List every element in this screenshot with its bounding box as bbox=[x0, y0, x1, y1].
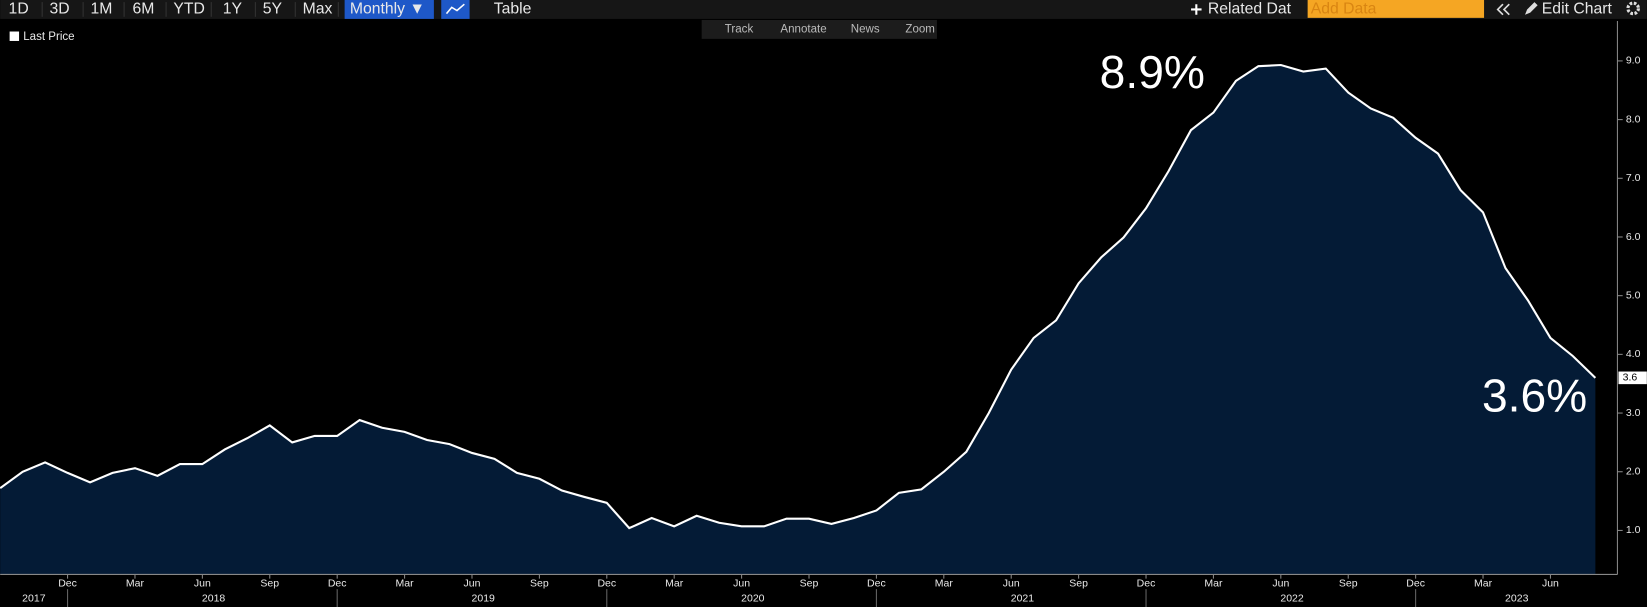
y-tick-label: 5.0 bbox=[1626, 289, 1641, 301]
range-button[interactable]: 5Y bbox=[263, 1, 283, 18]
y-tick-label: 8.0 bbox=[1626, 113, 1641, 125]
x-tick-label: Mar bbox=[1204, 578, 1223, 590]
x-tick-label: Mar bbox=[935, 578, 954, 590]
related-data-button[interactable]: Related Dat bbox=[1208, 1, 1292, 18]
chart-tool[interactable]: Zoom bbox=[905, 23, 935, 35]
y-tick-label: 9.0 bbox=[1626, 55, 1641, 67]
last-value-tag bbox=[1618, 371, 1647, 385]
x-tick-label: Mar bbox=[1474, 578, 1493, 590]
x-tick-label: Sep bbox=[1339, 578, 1358, 590]
x-tick-label: Dec bbox=[1406, 578, 1425, 590]
x-tick-label: Jun bbox=[1542, 578, 1559, 590]
area bbox=[0, 65, 1596, 575]
collapse-icon[interactable] bbox=[1496, 3, 1510, 16]
x-tick-label: Dec bbox=[328, 578, 347, 590]
y-tick-label: 1.0 bbox=[1626, 524, 1641, 536]
add-data-placeholder[interactable]: Add Data bbox=[1311, 1, 1377, 18]
x-tick-label: Sep bbox=[800, 578, 819, 590]
legend-label: Last Price bbox=[23, 31, 74, 43]
range-button[interactable]: Max bbox=[303, 1, 333, 18]
pencil-icon bbox=[1525, 2, 1538, 15]
range-button[interactable]: 1Y bbox=[223, 1, 243, 18]
x-tick-label: Jun bbox=[1003, 578, 1020, 590]
frequency-button[interactable] bbox=[344, 0, 434, 19]
y-tick-label: 6.0 bbox=[1626, 231, 1641, 243]
table-button[interactable]: Table bbox=[494, 1, 532, 18]
add-data-input[interactable] bbox=[1307, 0, 1485, 18]
y-tick-label: 2.0 bbox=[1626, 466, 1641, 478]
x-tick-label: Jun bbox=[194, 578, 211, 590]
x-tick-label: Sep bbox=[1069, 578, 1088, 590]
x-group-label: 2017 bbox=[22, 592, 46, 604]
x-tick-label: Sep bbox=[530, 578, 549, 590]
x-group-label: 2021 bbox=[1011, 592, 1035, 604]
x-tick-label: Jun bbox=[733, 578, 750, 590]
x-tick-label: Mar bbox=[665, 578, 684, 590]
range-button[interactable]: 6M bbox=[132, 1, 154, 18]
chart-tools bbox=[701, 19, 937, 39]
chart-tool[interactable]: News bbox=[851, 23, 880, 35]
x-group-label: 2019 bbox=[472, 592, 496, 604]
chart-icon bbox=[445, 3, 465, 15]
chart-tool[interactable]: Track bbox=[725, 23, 754, 35]
x-tick-label: Sep bbox=[260, 578, 279, 590]
x-group-label: 2022 bbox=[1280, 592, 1304, 604]
chart-tool[interactable]: Annotate bbox=[780, 23, 826, 35]
x-tick-label: Dec bbox=[867, 578, 886, 590]
plot: 1.0 2.0 3.0 4.0 5.0 6.0 7.0 8.0 9.0 3.6 Dec Mar Jun S… bbox=[0, 21, 1647, 607]
range-button[interactable]: YTD bbox=[173, 1, 205, 18]
edit-chart-button[interactable]: Edit Chart bbox=[1542, 1, 1613, 18]
settings-icon[interactable] bbox=[1626, 1, 1641, 16]
x-tick-label: Dec bbox=[1137, 578, 1156, 590]
x-group-label: 2018 bbox=[202, 592, 226, 604]
x-group-label: 2023 bbox=[1505, 592, 1529, 604]
legend-swatch bbox=[9, 31, 20, 41]
x-tick-label: Mar bbox=[396, 578, 415, 590]
range-buttons: 1D 3D 1M 6M YTD 1Y 5Y Max bbox=[9, 1, 339, 18]
chart-tool-buttons: Track Annotate News Zoom bbox=[725, 23, 935, 35]
x-tick-label: Jun bbox=[464, 578, 481, 590]
range-button[interactable]: 3D bbox=[50, 1, 70, 18]
x-tick-label: Dec bbox=[597, 578, 616, 590]
range-button[interactable]: 1D bbox=[9, 1, 29, 18]
range-button[interactable]: 1M bbox=[90, 1, 112, 18]
y-tick-label: 7.0 bbox=[1626, 172, 1641, 184]
x-tick-label: Jun bbox=[1272, 578, 1289, 590]
y-tick-label: 4.0 bbox=[1626, 348, 1641, 360]
last-value-label: 3.6 bbox=[1623, 372, 1638, 384]
plus-icon bbox=[1191, 4, 1202, 15]
x-group-label: 2020 bbox=[741, 592, 765, 604]
annotation: 3.6% bbox=[1482, 369, 1587, 421]
x-tick-label: Mar bbox=[126, 578, 145, 590]
line bbox=[0, 63, 1597, 530]
x-tick-label: Dec bbox=[58, 578, 77, 590]
annotation: 8.9% bbox=[1100, 46, 1205, 98]
frequency-label[interactable]: Monthly ▼ bbox=[350, 1, 425, 18]
y-tick-label: 3.0 bbox=[1626, 407, 1641, 419]
